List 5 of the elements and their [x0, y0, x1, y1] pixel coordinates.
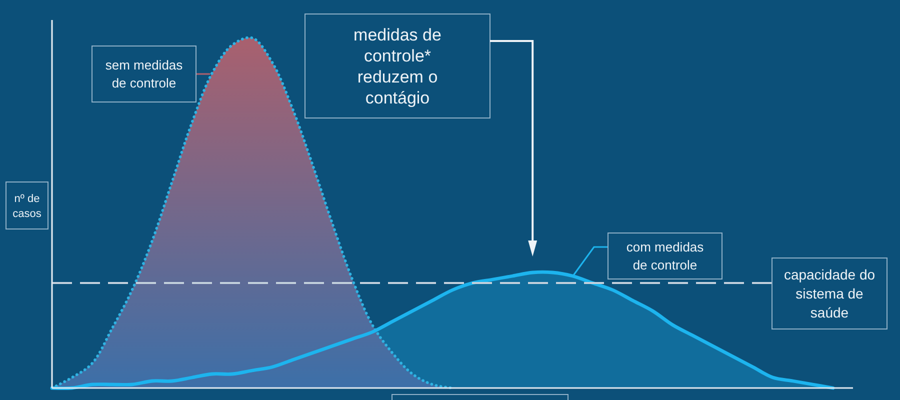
legend-label: com medidas de controle [626, 240, 704, 273]
ref-line-label: capacidade do sistema de saúde [784, 266, 876, 320]
y-axis-title: nº de casos [12, 192, 42, 220]
annotation: medidas de controle* reduzem o contágio [354, 25, 442, 108]
series-label: sem medidas de controle [105, 58, 184, 91]
